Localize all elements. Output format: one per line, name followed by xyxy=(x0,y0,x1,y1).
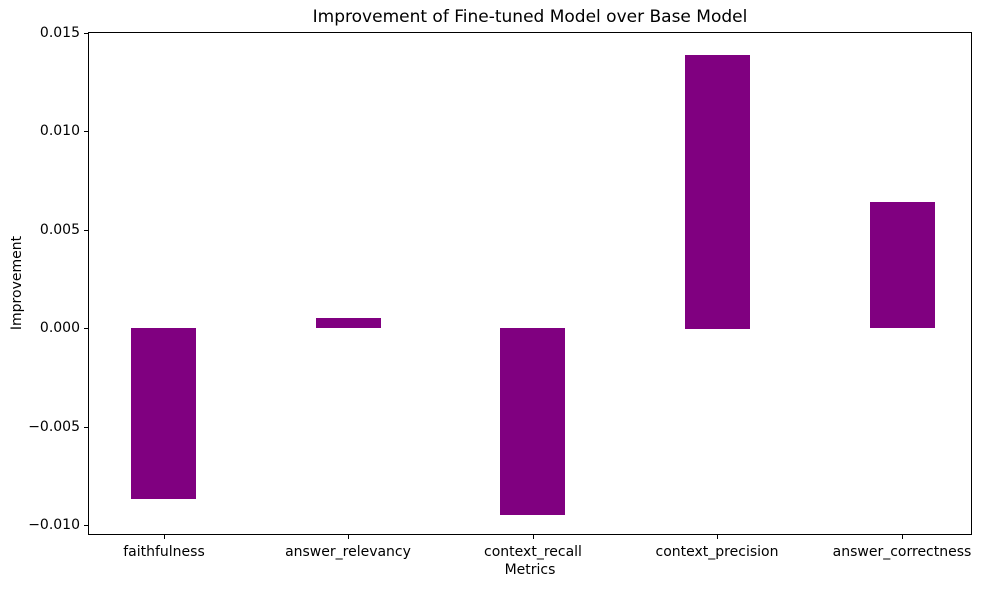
y-tick-mark xyxy=(84,230,88,231)
y-tick-label: 0.010 xyxy=(39,123,80,139)
x-axis-label: Metrics xyxy=(504,562,556,578)
x-tick-mark xyxy=(348,535,349,539)
bar-answer_relevancy xyxy=(316,318,381,328)
bar-answer_correctness xyxy=(870,202,935,328)
bar-context_recall xyxy=(500,328,565,515)
x-tick-label: answer_relevancy xyxy=(285,544,411,560)
x-tick-label: answer_correctness xyxy=(832,544,972,560)
bar-faithfulness xyxy=(131,328,196,499)
x-tick-mark xyxy=(902,535,903,539)
x-tick-label: faithfulness xyxy=(123,544,205,560)
bar-context_precision xyxy=(685,55,750,329)
x-tick-mark xyxy=(164,535,165,539)
x-tick-mark xyxy=(533,535,534,539)
y-tick-label: 0.005 xyxy=(39,222,80,238)
x-tick-label: context_recall xyxy=(484,544,582,560)
x-tick-label: context_precision xyxy=(655,544,779,560)
y-tick-mark xyxy=(84,427,88,428)
y-tick-label: 0.015 xyxy=(39,25,80,41)
y-tick-mark xyxy=(84,131,88,132)
x-tick-mark xyxy=(717,535,718,539)
y-tick-mark xyxy=(84,33,88,34)
chart-title: Improvement of Fine-tuned Model over Bas… xyxy=(312,7,748,27)
y-tick-label: −0.005 xyxy=(28,419,80,435)
y-tick-label: −0.010 xyxy=(28,517,80,533)
y-tick-mark xyxy=(84,328,88,329)
y-axis-label: Improvement xyxy=(9,235,25,331)
y-tick-mark xyxy=(84,525,88,526)
y-tick-label: 0.000 xyxy=(39,320,80,336)
